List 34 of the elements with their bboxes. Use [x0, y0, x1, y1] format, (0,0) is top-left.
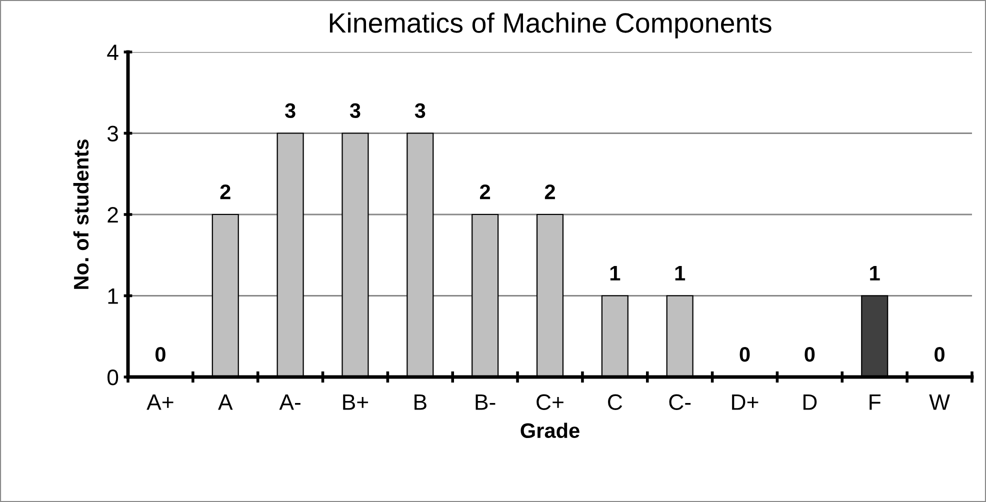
- x-tick-label: W: [929, 394, 950, 410]
- x-tick-label: B-: [476, 394, 496, 410]
- data-label: 1: [610, 266, 620, 280]
- data-label: 1: [675, 266, 686, 280]
- y-tick-label: 4: [107, 44, 118, 60]
- x-tick-label: A+: [146, 394, 174, 410]
- y-axis-title: No. of students: [73, 140, 89, 289]
- x-tick-label: B+: [343, 394, 368, 410]
- chart-title: Kinematics of Machine Components: [330, 12, 772, 38]
- x-tick-label: D+: [732, 394, 758, 410]
- y-tick-label: 3: [107, 126, 118, 142]
- data-label: 3: [284, 103, 296, 118]
- y-tick-label: 2: [108, 207, 118, 223]
- x-tick-label: C-: [669, 394, 691, 410]
- x-tick-label: C+: [536, 394, 564, 410]
- y-tick-label: 0: [107, 370, 118, 386]
- x-tick-label: D: [803, 394, 817, 410]
- data-label: 0: [740, 347, 750, 362]
- data-label: 3: [350, 103, 360, 118]
- x-tick-label: A-: [279, 394, 300, 410]
- x-tick-label: B: [414, 394, 426, 410]
- x-tick-label: F: [870, 394, 881, 410]
- data-label: 1: [870, 266, 880, 280]
- data-label: 2: [544, 184, 555, 200]
- data-label: 3: [414, 103, 426, 118]
- x-tick-label: A: [218, 394, 233, 410]
- data-label: 0: [934, 347, 944, 362]
- data-label: 2: [220, 184, 230, 200]
- data-label: 0: [155, 347, 166, 362]
- x-axis-title: Grade: [520, 422, 580, 438]
- data-label: 2: [480, 184, 490, 200]
- y-tick-label: 1: [108, 288, 118, 304]
- data-label: 0: [804, 347, 815, 362]
- x-tick-label: C: [608, 394, 622, 410]
